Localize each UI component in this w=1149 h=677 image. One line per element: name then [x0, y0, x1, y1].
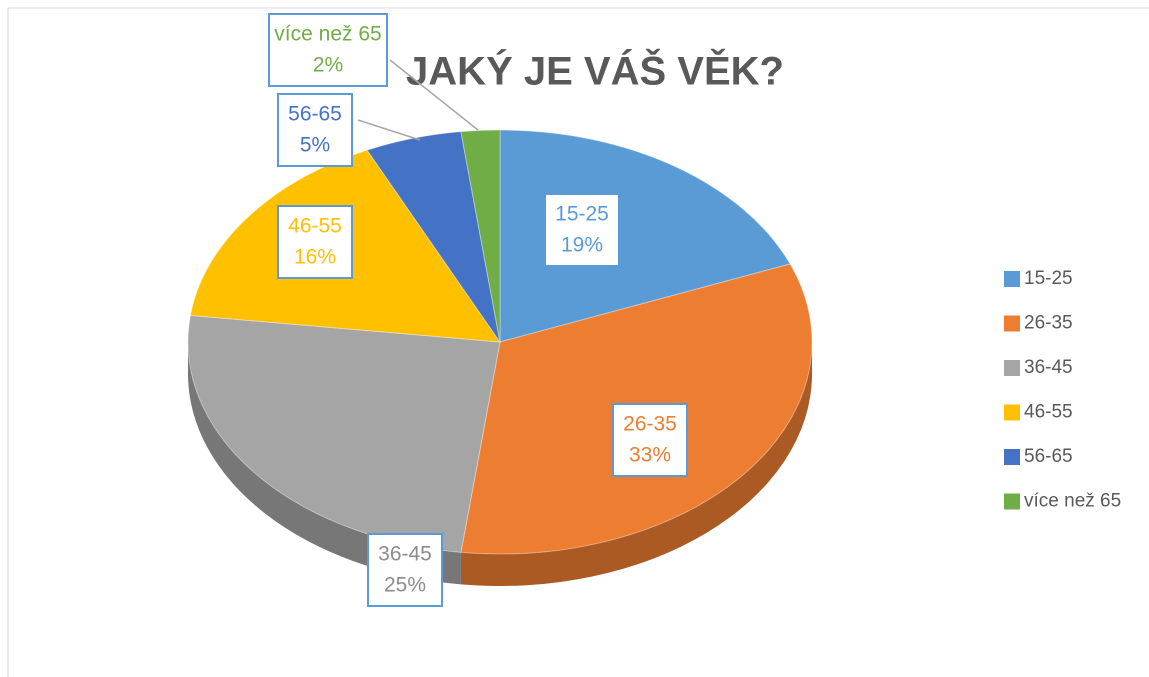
slice — [499, 129, 791, 343]
legend-swatch — [1004, 271, 1020, 287]
legend-label: 46-55 — [1024, 402, 1073, 423]
data-label-box — [277, 205, 353, 279]
data-label: 36-45 25% — [367, 533, 443, 607]
slice-side — [460, 342, 812, 586]
data-label: 56-65 5% — [277, 93, 353, 167]
legend-label: 36-45 — [1024, 357, 1073, 378]
legend-label: 26-35 — [1024, 313, 1073, 334]
data-label: 15-25 19% — [544, 193, 620, 267]
legend-swatch — [1004, 404, 1020, 421]
data-label-box — [544, 193, 620, 267]
legend-swatch — [1004, 449, 1020, 465]
data-label-box — [277, 93, 353, 167]
legend-swatch — [1004, 360, 1020, 376]
slice — [187, 314, 501, 553]
data-label-value: 19% — [561, 234, 603, 257]
data-label-value: 25% — [384, 574, 426, 597]
data-label-category: 36-45 — [378, 543, 432, 566]
data-label: více než 65 2% — [268, 13, 388, 87]
chart-frame — [7, 7, 1149, 677]
data-label-value: 2% — [313, 54, 343, 77]
data-label-category: 15-25 — [555, 203, 609, 226]
data-label-value: 16% — [294, 246, 336, 269]
data-label-value: 33% — [629, 444, 671, 467]
data-label-box — [268, 13, 388, 87]
legend-swatch — [1004, 493, 1020, 510]
data-label-category: 46-55 — [288, 215, 342, 238]
data-label-box — [612, 403, 688, 477]
slice — [460, 129, 501, 343]
legend-swatch — [1004, 315, 1020, 332]
leader-line — [357, 119, 421, 141]
data-label-box — [367, 533, 443, 607]
data-label: 46-55 16% — [277, 205, 353, 279]
chart-title: JAKÝ JE VÁŠ VĚK? — [406, 48, 784, 94]
data-label-category: více než 65 — [274, 23, 381, 46]
legend-label: 15-25 — [1024, 268, 1073, 289]
legend-label: 56-65 — [1024, 446, 1073, 467]
data-label-category: 56-65 — [288, 103, 342, 126]
legend-label: více než 65 — [1024, 491, 1121, 512]
data-label: 26-35 33% — [612, 403, 688, 477]
data-label-category: 26-35 — [623, 413, 677, 436]
data-label-value: 5% — [300, 134, 330, 157]
leader-line — [389, 59, 479, 131]
